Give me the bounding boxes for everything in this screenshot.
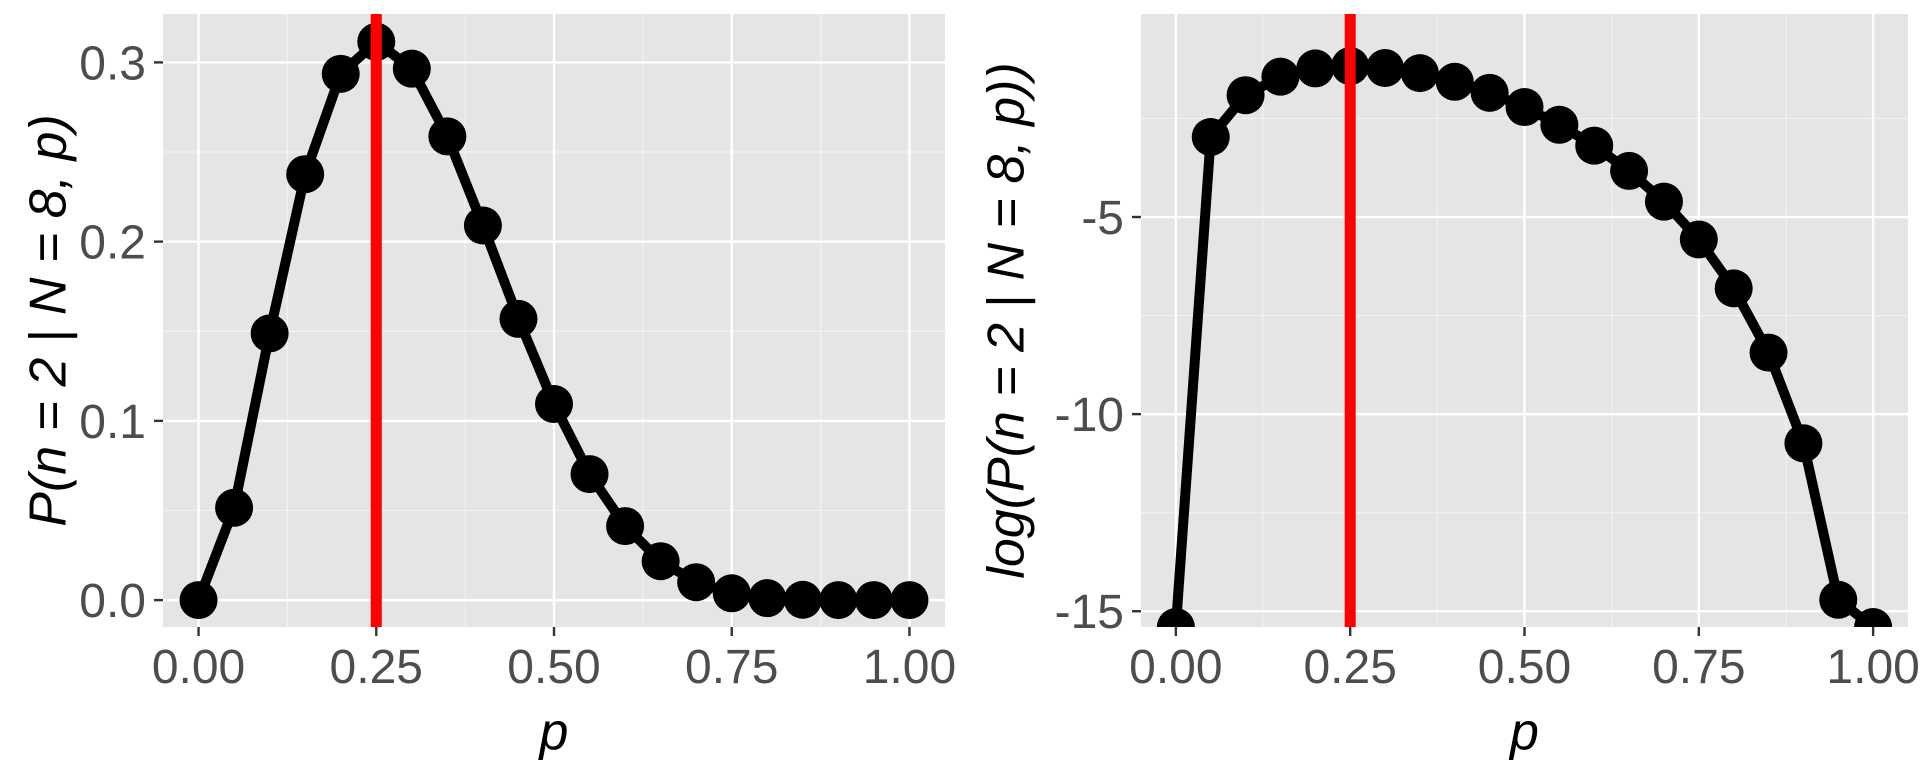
left-panel-probability: 0.00 0.25 0.50 0.75 1.00 0.0 0.1 0.2 0.3 p P(n = 2… — [20, 14, 956, 761]
data-point — [1575, 126, 1614, 165]
data-point — [712, 574, 751, 613]
data-point — [1784, 424, 1823, 463]
x-axis-title: p — [1508, 703, 1539, 761]
right-panel-log-probability: 0.00 0.25 0.50 0.75 1.00 -15 -10 -5 p log(P(n = 2… — [978, 14, 1920, 761]
data-point — [641, 542, 680, 581]
data-point — [570, 455, 609, 494]
data-point — [819, 581, 858, 620]
data-point — [1296, 49, 1335, 88]
data-point — [1854, 608, 1893, 627]
y-tick-label: 0.1 — [79, 396, 146, 449]
data-point — [535, 385, 573, 424]
x-tick-label: 1.00 — [863, 641, 956, 694]
y-tick-label: -10 — [1055, 389, 1124, 442]
y-axis-title: P(n = 2 | N = 8, p) — [20, 114, 78, 526]
data-point — [1610, 151, 1649, 190]
data-point — [854, 581, 893, 620]
data-point — [1156, 608, 1195, 627]
x-tick-label: 0.25 — [1303, 641, 1396, 694]
x-tick-label: 0.25 — [330, 641, 423, 694]
data-point — [463, 206, 502, 245]
x-tick-label: 1.00 — [1826, 641, 1919, 694]
data-point — [1679, 220, 1718, 259]
y-tick-label: 0.3 — [79, 37, 146, 90]
y-axis-title: log(P(n = 2 | N = 8, p)) — [978, 62, 1036, 578]
x-axis-title: p — [538, 703, 569, 761]
data-point — [1191, 117, 1230, 156]
data-point — [428, 117, 467, 156]
x-tick-label: 0.00 — [1129, 641, 1222, 694]
data-point — [1714, 269, 1753, 308]
data-point — [606, 507, 645, 546]
data-point — [1400, 54, 1439, 93]
data-point — [286, 155, 325, 194]
y-tick-label: -5 — [1081, 192, 1124, 245]
y-tick-label: 0.0 — [79, 575, 146, 628]
x-tick-label: 0.75 — [685, 641, 778, 694]
data-point — [1505, 88, 1544, 127]
data-point — [215, 488, 254, 527]
x-tick-label: 0.00 — [152, 641, 245, 694]
data-point — [321, 54, 360, 93]
data-point — [1819, 580, 1858, 619]
data-point — [1540, 105, 1579, 144]
data-point — [392, 49, 431, 88]
data-point — [677, 563, 716, 602]
data-point — [1261, 57, 1300, 96]
y-tick-label: 0.2 — [79, 217, 146, 270]
data-point — [1749, 333, 1788, 372]
data-point — [890, 581, 929, 620]
data-point — [783, 580, 822, 619]
data-point — [1435, 62, 1474, 101]
data-point — [1470, 73, 1509, 112]
data-point — [1226, 76, 1265, 115]
y-tick-label: -15 — [1055, 586, 1124, 639]
x-tick-label: 0.50 — [507, 641, 600, 694]
data-point — [1366, 49, 1405, 88]
x-tick-label: 0.50 — [1478, 641, 1571, 694]
data-point — [499, 299, 538, 338]
data-point — [179, 581, 218, 620]
data-point — [748, 579, 787, 618]
data-point — [250, 314, 289, 353]
data-point — [1644, 182, 1683, 221]
x-tick-label: 0.75 — [1652, 641, 1745, 694]
